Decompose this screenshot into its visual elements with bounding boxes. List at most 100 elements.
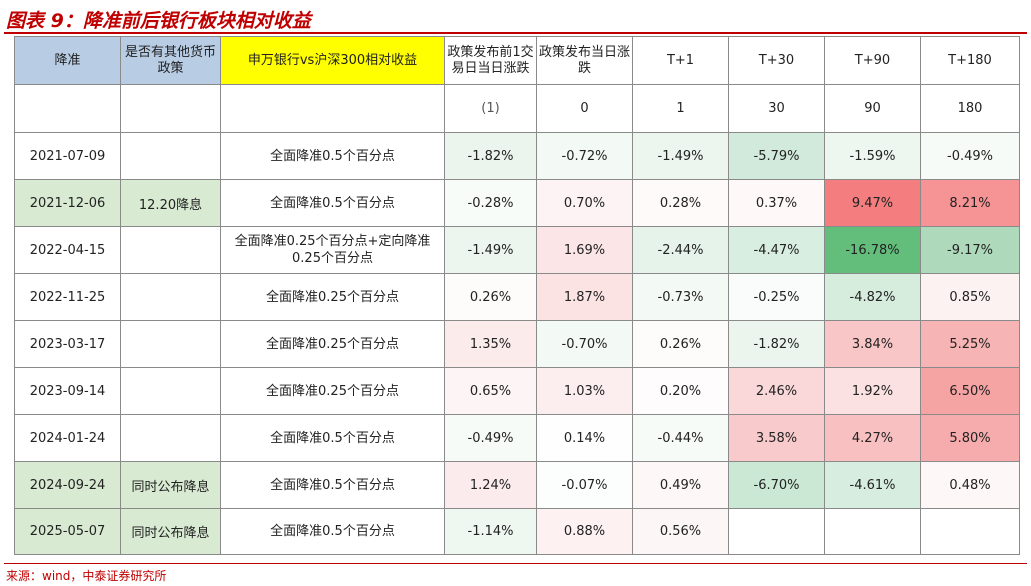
- header-cut: 降准: [14, 36, 121, 85]
- source-note: 来源：wind，中泰证券研究所: [6, 569, 167, 583]
- value-cell: 9.47%: [824, 179, 921, 227]
- table-body: 2021-07-09 全面降准0.5个百分点 -1.82% -0.72% -1.49% -…: [14, 132, 1020, 555]
- header-day: 政策发布当日涨跌: [536, 36, 633, 85]
- table-row: 2023-09-14 全面降准0.25个百分点 0.65% 1.03% 0.20% 2.4…: [14, 367, 1020, 415]
- value-cell: [728, 508, 825, 555]
- other-policy-cell: [120, 414, 221, 462]
- header-pre-day: 政策发布前1交易日当日涨跌: [444, 36, 537, 85]
- other-policy-cell: [120, 132, 221, 180]
- value-cell: 0.56%: [632, 508, 729, 555]
- date-cell: 2023-03-17: [14, 320, 121, 368]
- table-row: 2024-09-24 同时公布降息 全面降准0.5个百分点 1.24% -0.07% 0.…: [14, 461, 1020, 509]
- table-row: 2023-03-17 全面降准0.25个百分点 1.35% -0.70% 0.26% -1…: [14, 320, 1020, 368]
- value-cell: 1.35%: [444, 320, 537, 368]
- value-cell: -1.49%: [632, 132, 729, 180]
- value-cell: -1.14%: [444, 508, 537, 555]
- date-cell: 2022-11-25: [14, 273, 121, 321]
- description-cell: 全面降准0.5个百分点: [220, 508, 445, 555]
- date-cell: 2023-09-14: [14, 367, 121, 415]
- value-cell: 0.28%: [632, 179, 729, 227]
- value-cell: 1.87%: [536, 273, 633, 321]
- date-cell: 2021-12-06: [14, 179, 121, 227]
- value-cell: -9.17%: [920, 226, 1020, 274]
- value-cell: -6.70%: [728, 461, 825, 509]
- description-cell: 全面降准0.5个百分点: [220, 179, 445, 227]
- returns-table: 降准 是否有其他货币政策 申万银行vs沪深300相对收益 政策发布前1交易日当日…: [14, 36, 1020, 555]
- date-cell: 2021-07-09: [14, 132, 121, 180]
- value-cell: -5.79%: [728, 132, 825, 180]
- title-bar: 图表 9：降准前后银行板块相对收益: [0, 0, 1031, 34]
- description-cell: 全面降准0.5个百分点: [220, 132, 445, 180]
- header-row: 降准 是否有其他货币政策 申万银行vs沪深300相对收益 政策发布前1交易日当日…: [14, 36, 1020, 85]
- value-cell: -0.49%: [444, 414, 537, 462]
- value-cell: -1.59%: [824, 132, 921, 180]
- value-cell: -0.07%: [536, 461, 633, 509]
- value-cell: 0.20%: [632, 367, 729, 415]
- offset-cell: (1): [444, 84, 537, 133]
- other-policy-cell: 12.20降息: [120, 179, 221, 227]
- value-cell: 0.26%: [632, 320, 729, 368]
- table-row: 2025-05-07 同时公布降息 全面降准0.5个百分点 -1.14% 0.88% 0.…: [14, 508, 1020, 555]
- chart-title: 图表 9：降准前后银行板块相对收益: [6, 10, 311, 32]
- value-cell: 5.80%: [920, 414, 1020, 462]
- value-cell: 8.21%: [920, 179, 1020, 227]
- value-cell: 0.85%: [920, 273, 1020, 321]
- value-cell: -1.49%: [444, 226, 537, 274]
- date-cell: 2025-05-07: [14, 508, 121, 555]
- offset-cell: 180: [920, 84, 1020, 133]
- value-cell: [824, 508, 921, 555]
- offset-empty-3: [220, 84, 445, 133]
- value-cell: -4.61%: [824, 461, 921, 509]
- value-cell: -0.72%: [536, 132, 633, 180]
- value-cell: -1.82%: [728, 320, 825, 368]
- value-cell: -4.47%: [728, 226, 825, 274]
- offset-row: (1) 0 1 30 90 180: [14, 84, 1020, 133]
- value-cell: 0.37%: [728, 179, 825, 227]
- description-cell: 全面降准0.5个百分点: [220, 414, 445, 462]
- title-rule: [4, 32, 1027, 34]
- value-cell: 4.27%: [824, 414, 921, 462]
- header-t90: T+90: [824, 36, 921, 85]
- date-cell: 2024-01-24: [14, 414, 121, 462]
- offset-cell: 90: [824, 84, 921, 133]
- value-cell: -2.44%: [632, 226, 729, 274]
- value-cell: 3.84%: [824, 320, 921, 368]
- value-cell: -0.70%: [536, 320, 633, 368]
- header-relative-return: 申万银行vs沪深300相对收益: [220, 36, 445, 85]
- value-cell: -0.44%: [632, 414, 729, 462]
- value-cell: -16.78%: [824, 226, 921, 274]
- value-cell: 0.14%: [536, 414, 633, 462]
- table-row: 2022-11-25 全面降准0.25个百分点 0.26% 1.87% -0.73% -0…: [14, 273, 1020, 321]
- value-cell: 0.26%: [444, 273, 537, 321]
- table-row: 2021-12-06 12.20降息 全面降准0.5个百分点 -0.28% 0.70% 0…: [14, 179, 1020, 227]
- description-cell: 全面降准0.25个百分点: [220, 273, 445, 321]
- other-policy-cell: 同时公布降息: [120, 461, 221, 509]
- header-t30: T+30: [728, 36, 825, 85]
- description-cell: 全面降准0.25个百分点: [220, 320, 445, 368]
- value-cell: -1.82%: [444, 132, 537, 180]
- date-cell: 2022-04-15: [14, 226, 121, 274]
- other-policy-cell: 同时公布降息: [120, 508, 221, 555]
- value-cell: -0.73%: [632, 273, 729, 321]
- offset-cell: 30: [728, 84, 825, 133]
- header-t180: T+180: [920, 36, 1020, 85]
- value-cell: -0.25%: [728, 273, 825, 321]
- value-cell: [920, 508, 1020, 555]
- value-cell: -0.28%: [444, 179, 537, 227]
- description-cell: 全面降准0.5个百分点: [220, 461, 445, 509]
- other-policy-cell: [120, 320, 221, 368]
- value-cell: 0.70%: [536, 179, 633, 227]
- header-t1: T+1: [632, 36, 729, 85]
- value-cell: 0.65%: [444, 367, 537, 415]
- value-cell: 5.25%: [920, 320, 1020, 368]
- description-cell: 全面降准0.25个百分点+定向降准0.25个百分点: [220, 226, 445, 274]
- value-cell: 1.03%: [536, 367, 633, 415]
- other-policy-cell: [120, 367, 221, 415]
- value-cell: 0.49%: [632, 461, 729, 509]
- table-row: 2021-07-09 全面降准0.5个百分点 -1.82% -0.72% -1.49% -…: [14, 132, 1020, 180]
- table-row: 2024-01-24 全面降准0.5个百分点 -0.49% 0.14% -0.44% 3.…: [14, 414, 1020, 462]
- value-cell: -4.82%: [824, 273, 921, 321]
- value-cell: 1.92%: [824, 367, 921, 415]
- table-row: 2022-04-15 全面降准0.25个百分点+定向降准0.25个百分点 -1.49…: [14, 226, 1020, 274]
- value-cell: 0.48%: [920, 461, 1020, 509]
